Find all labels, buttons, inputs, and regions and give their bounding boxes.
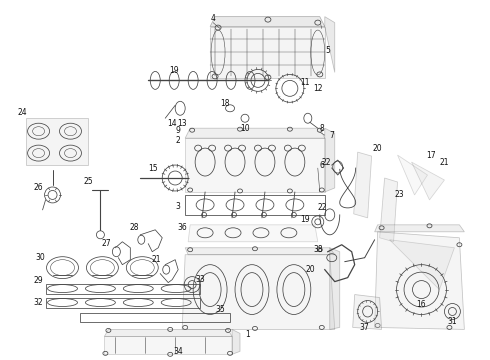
Text: 6: 6 <box>319 161 324 170</box>
Polygon shape <box>325 128 335 192</box>
Text: 26: 26 <box>34 184 44 193</box>
Polygon shape <box>330 248 340 329</box>
Text: 22: 22 <box>321 158 331 167</box>
Polygon shape <box>354 152 371 218</box>
Polygon shape <box>325 17 335 72</box>
Text: 21: 21 <box>440 158 449 167</box>
Text: 30: 30 <box>36 253 46 262</box>
Text: 5: 5 <box>325 46 330 55</box>
Polygon shape <box>210 17 325 27</box>
Polygon shape <box>188 225 318 242</box>
Text: 11: 11 <box>300 78 310 87</box>
Polygon shape <box>375 232 465 329</box>
Text: 33: 33 <box>195 275 205 284</box>
Text: 36: 36 <box>177 223 187 232</box>
Text: 16: 16 <box>416 300 426 309</box>
Polygon shape <box>185 248 335 255</box>
Text: 10: 10 <box>240 124 250 133</box>
Text: 18: 18 <box>220 99 230 108</box>
Polygon shape <box>380 178 397 242</box>
Text: 19: 19 <box>170 66 179 75</box>
Text: 3: 3 <box>176 202 181 211</box>
Text: 38: 38 <box>313 245 322 254</box>
Text: 15: 15 <box>148 163 158 172</box>
Polygon shape <box>104 329 232 336</box>
Text: 35: 35 <box>215 305 225 314</box>
Text: 21: 21 <box>151 255 161 264</box>
Text: 22: 22 <box>317 203 326 212</box>
Text: 37: 37 <box>360 323 369 332</box>
Text: 25: 25 <box>84 177 93 186</box>
Text: 12: 12 <box>313 84 322 93</box>
Text: 27: 27 <box>101 239 111 248</box>
Polygon shape <box>412 162 444 200</box>
Polygon shape <box>353 294 382 329</box>
Text: 13: 13 <box>177 119 187 128</box>
Text: 24: 24 <box>18 108 27 117</box>
Text: 19: 19 <box>300 215 310 224</box>
Text: 9: 9 <box>176 126 181 135</box>
Text: 20: 20 <box>305 265 315 274</box>
Polygon shape <box>182 255 335 329</box>
Text: 7: 7 <box>329 131 334 140</box>
Polygon shape <box>397 155 427 195</box>
Text: 29: 29 <box>34 276 44 285</box>
Text: 8: 8 <box>319 124 324 133</box>
Text: 31: 31 <box>447 317 457 326</box>
Text: 1: 1 <box>245 330 250 339</box>
Text: 14: 14 <box>168 119 177 128</box>
Polygon shape <box>390 240 454 289</box>
Polygon shape <box>210 27 325 78</box>
Text: 17: 17 <box>427 150 436 159</box>
Text: 2: 2 <box>176 136 180 145</box>
Text: 32: 32 <box>34 298 44 307</box>
Polygon shape <box>104 336 232 354</box>
Polygon shape <box>25 118 89 165</box>
Text: 34: 34 <box>173 347 183 356</box>
Polygon shape <box>232 329 240 354</box>
Text: 28: 28 <box>129 223 139 232</box>
Text: 20: 20 <box>373 144 382 153</box>
Text: 23: 23 <box>395 190 404 199</box>
Polygon shape <box>185 138 325 192</box>
Polygon shape <box>375 225 465 232</box>
Text: 4: 4 <box>211 14 216 23</box>
Polygon shape <box>185 128 325 138</box>
